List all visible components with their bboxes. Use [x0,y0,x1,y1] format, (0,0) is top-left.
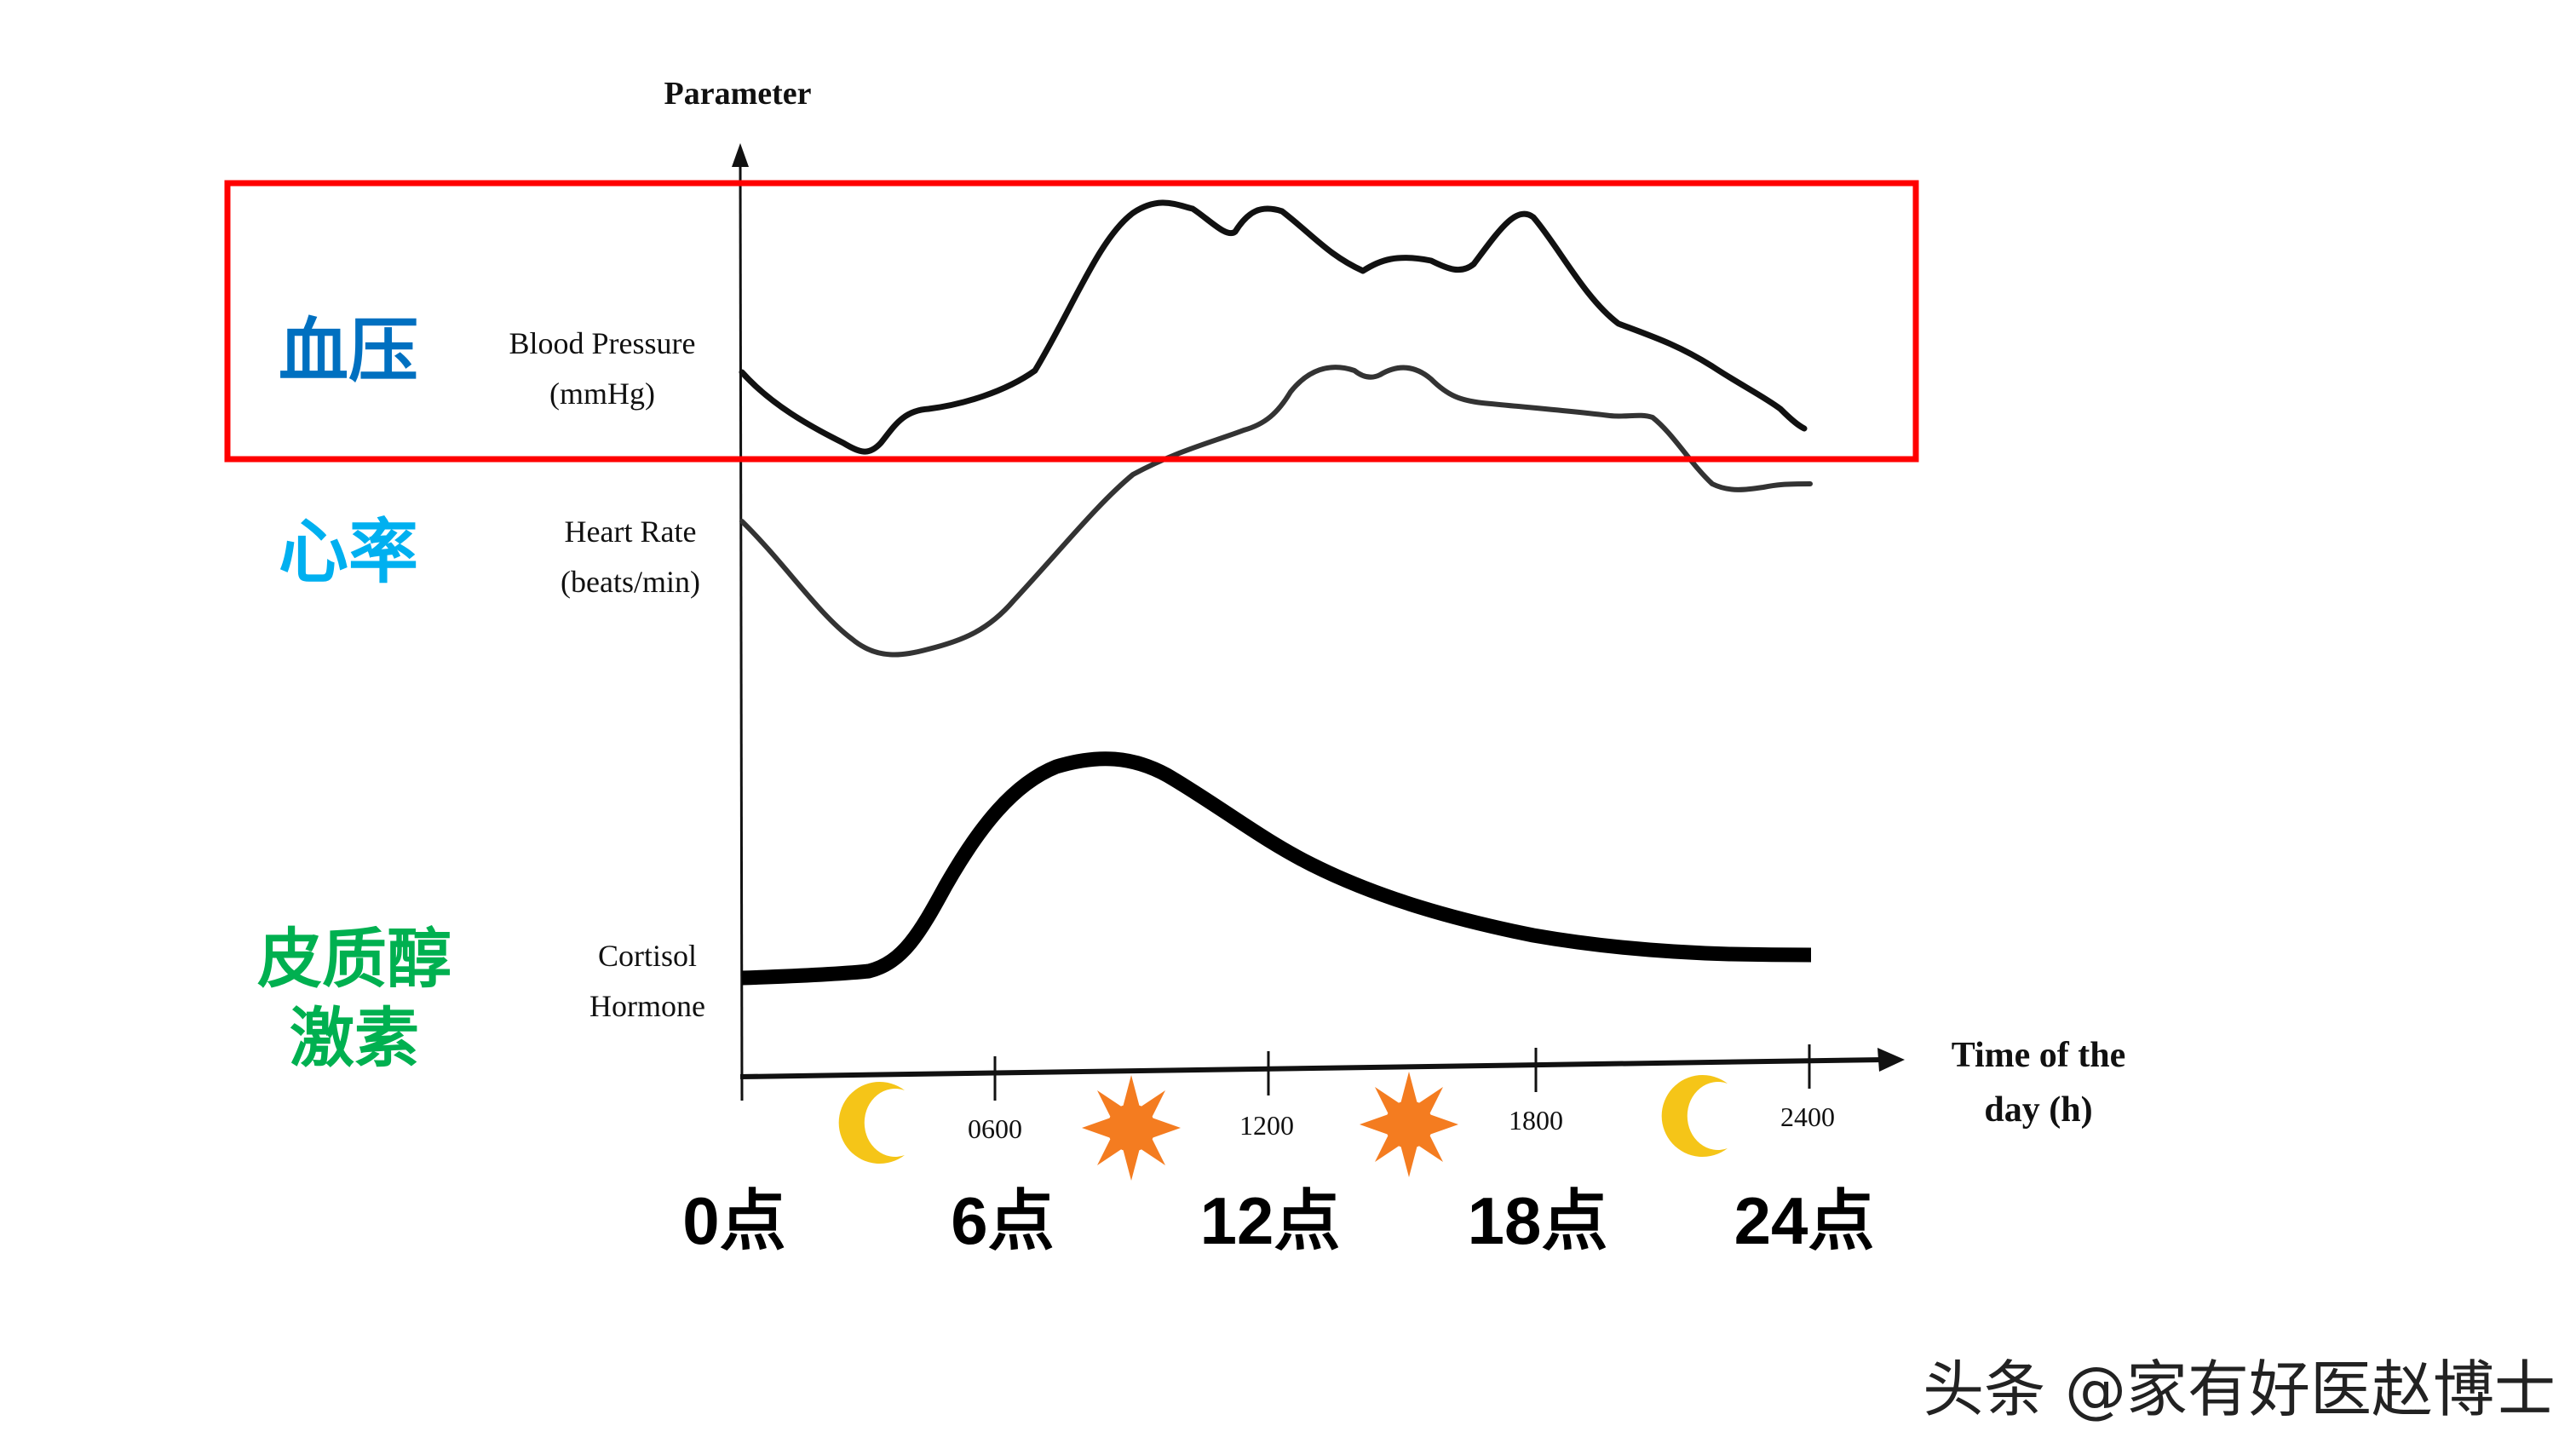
cortisol-label-en-line1: Cortisol [598,939,697,973]
cortisol-curve [741,751,1812,986]
bp-label-cn: 血压 [279,311,418,392]
x-axis-ticks [993,1044,1811,1101]
cortisol-label-cn-line1: 皮质醇 [257,921,451,997]
y-axis-arrow-icon [732,143,749,167]
cortisol-label-en-line2: Hormone [589,989,705,1023]
tick-label-1800: 1800 [1509,1105,1563,1136]
hr-label-en-line2: (beats/min) [561,565,700,599]
hour-label-6: 6点 [951,1183,1054,1258]
tick-label-2400: 2400 [1780,1101,1835,1132]
blood-pressure-highlight-box [224,180,1919,463]
sun-icon [1360,1072,1458,1177]
moon-icon [838,1082,905,1164]
x-axis-title-line2: day (h) [1984,1090,2092,1130]
hr-label-en-line1: Heart Rate [565,515,697,549]
blood-pressure-curve [739,199,1808,455]
sun-icon [1082,1075,1181,1181]
bp-label-en-line1: Blood Pressure [509,326,696,360]
tick-label-1200: 1200 [1239,1110,1294,1141]
hour-label-0: 0点 [682,1183,785,1258]
hr-label-cn: 心率 [279,512,418,593]
x-axis [739,1057,1885,1079]
hour-label-18: 18点 [1468,1183,1608,1258]
y-axis-title: Parameter [664,76,812,112]
x-axis-title-line1: Time of the [1952,1036,2126,1075]
hour-label-24: 24点 [1734,1183,1875,1258]
tick-label-0600: 0600 [968,1113,1022,1144]
x-axis-arrow-icon [1877,1048,1905,1072]
moon-icon [1661,1075,1728,1157]
y-axis [739,161,744,1101]
heart-rate-curve [739,365,1813,658]
watermark: 头条 @家有好医赵博士 [1923,1354,2556,1425]
cortisol-label-cn-line2: 激素 [290,1000,419,1076]
hour-label-12: 12点 [1200,1183,1341,1258]
bp-label-en-line2: (mmHg) [549,377,655,411]
